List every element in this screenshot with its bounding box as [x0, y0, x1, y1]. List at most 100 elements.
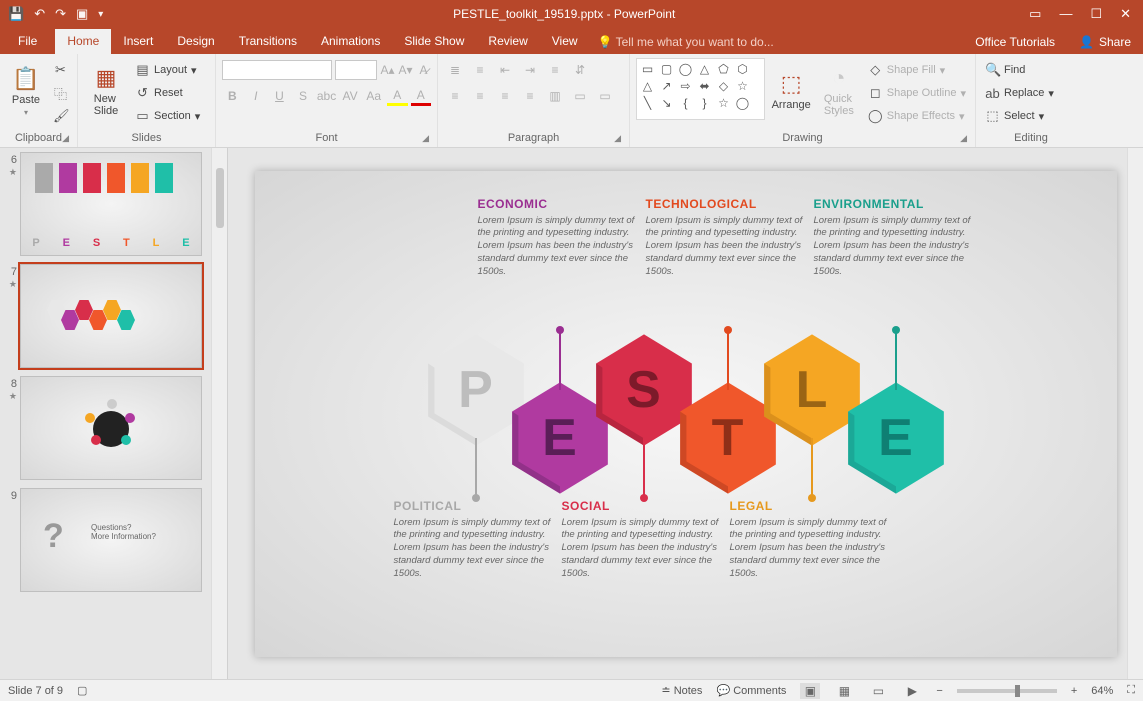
start-show-icon[interactable]: ▣ — [76, 6, 88, 22]
fill-icon: ◇ — [868, 62, 883, 78]
select-button[interactable]: ⬚Select ▾ — [982, 106, 1057, 126]
shape-fill-button[interactable]: ◇Shape Fill ▾ — [865, 60, 969, 80]
fit-window-icon[interactable]: ⛶ — [1127, 684, 1135, 697]
tab-file[interactable]: File — [0, 29, 55, 54]
spacing-button[interactable]: AV — [340, 86, 361, 106]
strike-button[interactable]: S — [293, 86, 314, 106]
zoom-out-icon[interactable]: − — [936, 685, 942, 697]
font-size-select[interactable] — [335, 60, 377, 80]
shapes-gallery[interactable]: ▭▢◯△⬠⬡ △↗⇨⬌◇☆ ╲↘{}☆◯ — [636, 58, 765, 120]
minimize-icon[interactable]: ― — [1059, 6, 1072, 22]
slide-canvas[interactable]: POLITICALLorem Ipsum is simply dummy tex… — [255, 171, 1117, 657]
ribbon-opts-icon[interactable]: ▭ — [1029, 6, 1041, 22]
columns-icon[interactable]: ▥ — [544, 86, 566, 106]
highlight-button[interactable]: A — [387, 86, 408, 106]
bullets-icon[interactable]: ≣ — [444, 60, 466, 80]
indent-dec-icon[interactable]: ⇤ — [494, 60, 516, 80]
thumb-9[interactable]: 9 ? Questions?More Information? — [4, 488, 227, 592]
align-center-icon[interactable]: ≡ — [469, 86, 491, 106]
notes-button[interactable]: ≐ Notes — [661, 684, 702, 697]
pestle-hexagons: PESTLE — [434, 354, 938, 474]
clear-format-icon[interactable]: A̷ — [416, 60, 431, 80]
quick-styles-icon: ◔ — [832, 65, 845, 91]
normal-view-icon[interactable]: ▣ — [800, 683, 820, 699]
text-technological: TECHNOLOGICALLorem Ipsum is simply dummy… — [646, 197, 816, 279]
window-buttons: ▭ ― ☐ ✕ — [1017, 6, 1143, 22]
text-direction-icon[interactable]: ⇵ — [569, 60, 591, 80]
thumb-6[interactable]: 6★ PESTLE — [4, 152, 227, 256]
italic-button[interactable]: I — [246, 86, 267, 106]
tell-me[interactable]: 💡 Tell me what you want to do... — [590, 30, 782, 54]
redo-icon[interactable]: ↷ — [55, 6, 66, 22]
save-icon[interactable]: 💾 — [8, 6, 24, 22]
slideshow-view-icon[interactable]: ▶ — [902, 683, 922, 699]
replace-button[interactable]: abReplace ▾ — [982, 83, 1057, 103]
smartart-icon[interactable]: ▭ — [594, 86, 616, 106]
zoom-slider[interactable] — [957, 689, 1057, 693]
maximize-icon[interactable]: ☐ — [1090, 6, 1102, 22]
tab-home[interactable]: Home — [55, 29, 111, 54]
text-economic: ECONOMICLorem Ipsum is simply dummy text… — [478, 197, 648, 279]
numbering-icon[interactable]: ≡ — [469, 60, 491, 80]
title-bar: 💾 ↶ ↷ ▣ ▾ PESTLE_toolkit_19519.pptx - Po… — [0, 0, 1143, 28]
sorter-view-icon[interactable]: ▦ — [834, 683, 854, 699]
line-spacing-icon[interactable]: ≡ — [544, 60, 566, 80]
layout-button[interactable]: ▤Layout ▾ — [132, 60, 203, 80]
font-family-select[interactable] — [222, 60, 332, 80]
cut-button[interactable]: ✂ — [50, 60, 71, 80]
zoom-in-icon[interactable]: + — [1071, 685, 1077, 697]
find-button[interactable]: 🔍Find — [982, 60, 1057, 80]
bold-button[interactable]: B — [222, 86, 243, 106]
thumb-8[interactable]: 8★ — [4, 376, 227, 480]
tab-design[interactable]: Design — [165, 29, 226, 54]
group-font: A▴ A▾ A̷ B I U S abc AV Aa A A Font◢ — [216, 54, 438, 147]
reset-button[interactable]: ↺Reset — [132, 83, 203, 103]
share-button[interactable]: 👤Share — [1067, 30, 1143, 54]
tab-transitions[interactable]: Transitions — [227, 29, 309, 54]
tab-insert[interactable]: Insert — [111, 29, 165, 54]
new-slide-button[interactable]: ▦New Slide — [84, 58, 128, 124]
section-button[interactable]: ▭Section ▾ — [132, 106, 203, 126]
slide-counter[interactable]: Slide 7 of 9 — [8, 685, 63, 697]
editor-scrollbar[interactable] — [1127, 148, 1143, 679]
arrange-icon: ⬚ — [781, 71, 802, 97]
zoom-level[interactable]: 64% — [1091, 685, 1113, 697]
format-painter-button[interactable]: 🖌 — [50, 106, 71, 126]
group-slides: ▦New Slide ▤Layout ▾ ↺Reset ▭Section ▾ S… — [78, 54, 216, 147]
tab-review[interactable]: Review — [476, 29, 539, 54]
shadow-button[interactable]: abc — [316, 86, 337, 106]
align-right-icon[interactable]: ≡ — [494, 86, 516, 106]
tab-slideshow[interactable]: Slide Show — [392, 29, 476, 54]
quick-access-toolbar: 💾 ↶ ↷ ▣ ▾ — [0, 6, 111, 22]
group-paragraph: ≣ ≡ ⇤ ⇥ ≡ ⇵ ≡ ≡ ≡ ≡ ▥ ▭ ▭ Paragraph◢ — [438, 54, 630, 147]
tab-animations[interactable]: Animations — [309, 29, 392, 54]
qat-more-icon[interactable]: ▾ — [98, 9, 103, 20]
group-editing: 🔍Find abReplace ▾ ⬚Select ▾ Editing — [976, 54, 1086, 147]
align-left-icon[interactable]: ≡ — [444, 86, 466, 106]
shape-effects-button[interactable]: ◯Shape Effects ▾ — [865, 106, 969, 126]
copy-button[interactable]: ⿻ — [50, 83, 71, 103]
thumb-7[interactable]: 7★ — [4, 264, 227, 368]
grow-font-icon[interactable]: A▴ — [380, 60, 395, 80]
quick-styles-button[interactable]: ◔Quick Styles — [817, 58, 861, 124]
underline-button[interactable]: U — [269, 86, 290, 106]
case-button[interactable]: Aa — [363, 86, 384, 106]
spell-check-icon[interactable]: ▢ — [77, 684, 87, 697]
paste-button[interactable]: 📋Paste▾ — [6, 58, 46, 124]
close-icon[interactable]: ✕ — [1120, 6, 1131, 22]
justify-icon[interactable]: ≡ — [519, 86, 541, 106]
tab-view[interactable]: View — [540, 29, 590, 54]
select-icon: ⬚ — [985, 108, 1000, 124]
shape-outline-button[interactable]: ◻Shape Outline ▾ — [865, 83, 969, 103]
shrink-font-icon[interactable]: A▾ — [398, 60, 413, 80]
arrange-button[interactable]: ⬚Arrange — [769, 58, 813, 124]
indent-inc-icon[interactable]: ⇥ — [519, 60, 541, 80]
font-color-button[interactable]: A — [411, 86, 432, 106]
undo-icon[interactable]: ↶ — [34, 6, 45, 22]
thumbs-scrollbar[interactable] — [211, 148, 227, 679]
comments-button[interactable]: 💬 Comments — [716, 684, 786, 697]
window-title: PESTLE_toolkit_19519.pptx - PowerPoint — [111, 7, 1017, 21]
reading-view-icon[interactable]: ▭ — [868, 683, 888, 699]
align-text-icon[interactable]: ▭ — [569, 86, 591, 106]
office-tutorials[interactable]: Office Tutorials — [963, 30, 1067, 54]
